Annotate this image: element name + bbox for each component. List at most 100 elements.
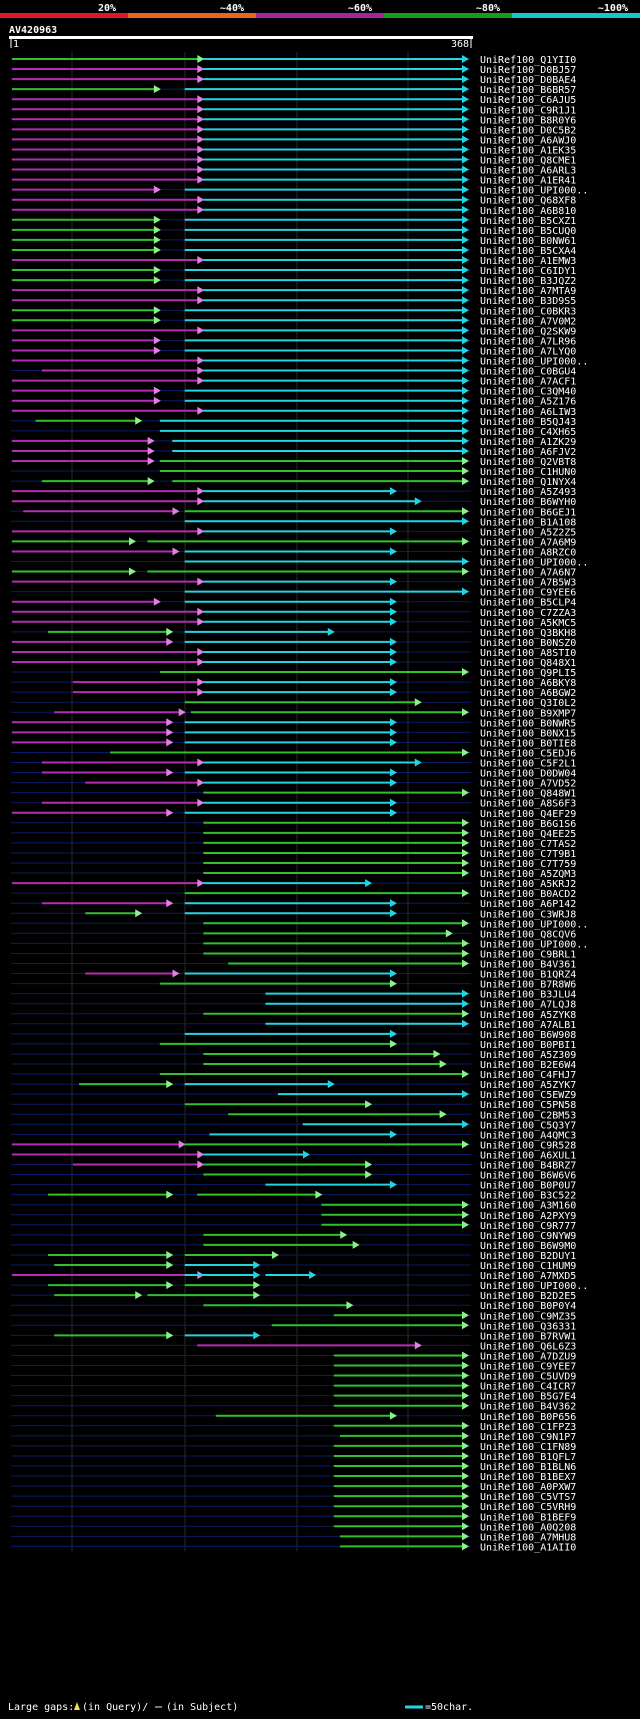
alignment-arrowhead <box>462 477 469 486</box>
hit-label: UniRef100_C5PN58 <box>480 1100 576 1111</box>
hit-label: UniRef100_C5UVD9 <box>480 1372 576 1383</box>
hit-label: UniRef100_C1FN89 <box>480 1442 576 1453</box>
hit-label: UniRef100_Q1NYX4 <box>480 477 576 488</box>
alignment-arrowhead <box>389 798 397 807</box>
alignment-arrowhead <box>166 1281 174 1290</box>
hit-label: UniRef100_B0NSZ0 <box>480 638 576 649</box>
alignment-arrowhead <box>197 798 205 807</box>
hit-label: UniRef100_UPI000.. <box>480 186 588 197</box>
hit-label: UniRef100_D0BAE4 <box>480 75 576 86</box>
alignment-arrowhead <box>389 979 397 988</box>
hit-label: UniRef100_B6W9M0 <box>480 1241 576 1252</box>
hit-label: UniRef100_C9MZ35 <box>480 1311 576 1322</box>
hit-label: UniRef100_C2BM53 <box>480 1110 576 1121</box>
hit-label: UniRef100_C1FPZ3 <box>480 1422 576 1433</box>
alignment-arrowhead <box>462 1371 469 1380</box>
hit-label: UniRef100_A3M160 <box>480 1201 576 1212</box>
alignment-arrowhead <box>462 1462 469 1470</box>
hit-label: UniRef100_B4BRZ7 <box>480 1161 576 1172</box>
alignment-arrowhead <box>389 527 397 536</box>
alignment-arrowhead <box>389 678 397 687</box>
alignment-arrowhead <box>462 65 469 74</box>
alignment-arrowhead <box>197 55 205 63</box>
alignment-arrowhead <box>197 296 205 305</box>
hit-label: UniRef100_B3D9S5 <box>480 296 576 307</box>
alignment-arrowhead <box>197 115 205 124</box>
alignment-arrowhead <box>462 1090 469 1099</box>
alignment-arrowhead <box>462 446 469 455</box>
alignment-arrowhead <box>197 497 205 506</box>
alignment-arrowhead <box>414 497 422 506</box>
hit-label: UniRef100_B6W6V6 <box>480 1171 576 1182</box>
alignment-arrowhead <box>197 527 205 536</box>
alignment-arrowhead <box>147 436 155 445</box>
alignment-arrowhead <box>166 637 174 646</box>
alignment-arrowhead <box>462 276 469 285</box>
alignment-arrowhead <box>462 155 469 164</box>
hit-label: UniRef100_A7A6N7 <box>480 568 576 579</box>
alignment-arrowhead <box>462 165 469 174</box>
alignment-arrowhead <box>462 286 469 295</box>
hit-label: UniRef100_A6BGW2 <box>480 688 576 699</box>
hit-label: UniRef100_Q36331 <box>480 1321 576 1332</box>
alignment-arrowhead <box>135 1291 143 1300</box>
hit-label: UniRef100_C0BGU4 <box>480 367 576 378</box>
alignment-arrowhead <box>462 235 469 244</box>
alignment-arrowhead <box>389 487 397 496</box>
alignment-arrowhead <box>462 1220 469 1229</box>
hit-label: UniRef100_C5VRH9 <box>480 1502 576 1513</box>
hit-label: UniRef100_A7DZU9 <box>480 1351 576 1362</box>
hit-label: UniRef100_A6P142 <box>480 899 576 910</box>
alignment-arrowhead <box>197 376 205 385</box>
hit-label: UniRef100_A5KMC5 <box>480 618 576 629</box>
alignment-arrowhead <box>197 617 205 626</box>
hit-label: UniRef100_B9XMP7 <box>480 708 576 719</box>
alignment-arrowhead <box>153 225 161 234</box>
alignment-arrowhead <box>153 85 161 94</box>
hit-label: UniRef100_A8RZC0 <box>480 547 576 558</box>
alignment-arrowhead <box>462 296 469 305</box>
hit-label: UniRef100_B0TIE8 <box>480 738 576 749</box>
legend-color-bar <box>0 13 128 18</box>
alignment-arrowhead <box>365 1170 373 1179</box>
alignment-arrowhead <box>197 135 205 144</box>
hit-label: UniRef100_C5F2L1 <box>480 759 576 770</box>
alignment-arrowhead <box>153 276 161 285</box>
alignment-arrowhead <box>462 366 469 375</box>
alignment-arrowhead <box>462 1441 469 1450</box>
hit-label: UniRef100_Q8CME1 <box>480 156 576 167</box>
alignment-arrowhead <box>462 919 469 928</box>
hit-label: UniRef100_A7ALB1 <box>480 1020 576 1031</box>
alignment-arrowhead <box>462 1421 469 1430</box>
alignment-arrowhead <box>445 929 453 938</box>
alignment-arrowhead <box>462 537 469 546</box>
hit-label: UniRef100_Q9PLI5 <box>480 668 576 679</box>
alignment-arrowhead <box>462 326 469 335</box>
hit-label: UniRef100_B5CXA4 <box>480 246 576 257</box>
hit-label: UniRef100_Q3I0L2 <box>480 698 576 709</box>
hit-label: UniRef100_C9R777 <box>480 1221 576 1232</box>
hit-label: UniRef100_C3WRJ8 <box>480 909 576 920</box>
alignment-arrowhead <box>166 808 174 817</box>
hit-label: UniRef100_Q4EF29 <box>480 809 576 820</box>
alignment-arrowhead <box>462 1009 469 1018</box>
alignment-arrowhead <box>346 1301 354 1310</box>
alignment-arrowhead <box>462 567 469 576</box>
alignment-arrowhead <box>462 55 469 63</box>
alignment-arrowhead <box>153 185 161 194</box>
alignment-arrowhead <box>172 507 180 516</box>
alignment-arrowhead <box>462 85 469 94</box>
alignment-arrowhead <box>389 1039 397 1048</box>
alignment-arrowhead <box>197 65 205 74</box>
legend-color-bar <box>256 13 384 18</box>
alignment-arrowhead <box>197 577 205 586</box>
alignment-arrowhead <box>166 899 174 908</box>
alignment-arrowhead <box>462 75 469 84</box>
alignment-arrowhead <box>414 1341 422 1350</box>
hit-label: UniRef100_A0PXW7 <box>480 1482 576 1493</box>
hit-label: UniRef100_A5KRJ2 <box>480 879 576 890</box>
alignment-arrowhead <box>462 1381 469 1390</box>
alignment-arrowhead <box>147 446 155 455</box>
alignment-arrowhead <box>462 949 469 958</box>
